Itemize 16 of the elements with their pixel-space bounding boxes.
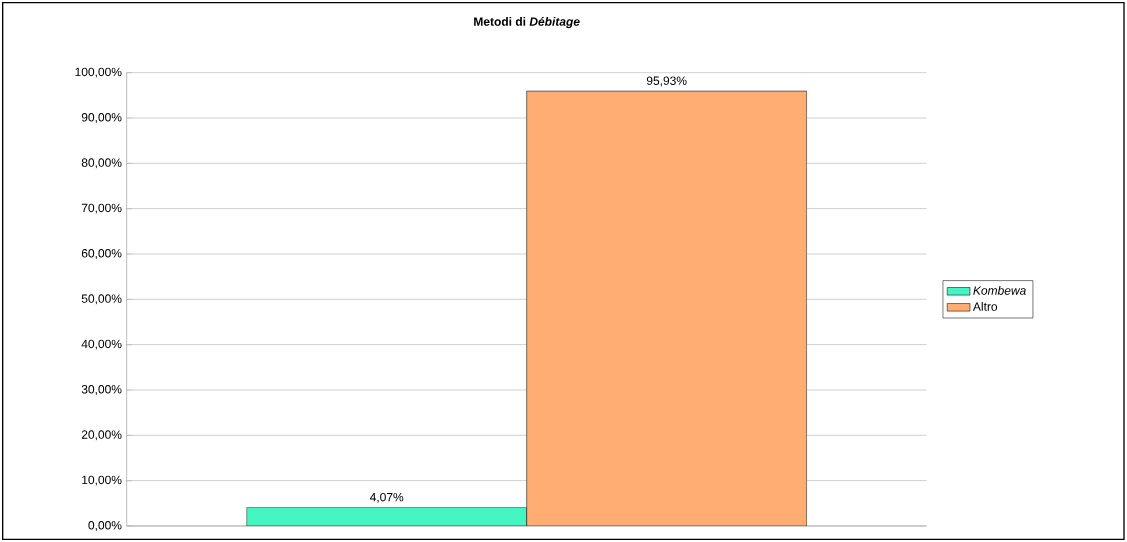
legend-label: Altro [972,301,998,311]
y-tick-label: 50,00% [81,294,122,305]
y-tick-label: 60,00% [81,249,122,259]
chart-title: Metodi di Débitage [474,16,580,29]
y-tick-label: 70,00% [81,203,122,214]
data-label: 4,07% [369,492,404,503]
y-tick-label: 20,00% [81,430,122,441]
y-tick-label: 100,00% [75,67,122,78]
y-tick-label: 30,00% [81,385,122,395]
y-tick-label: 90,00% [81,113,122,123]
data-label: 95,93% [646,76,687,87]
legend-label: Kombewa [973,285,1026,295]
y-tick-label: 40,00% [81,339,122,350]
y-tick-label: 10,00% [82,475,122,486]
y-tick-label: 0,00% [88,521,122,531]
y-tick-label: 80,00% [81,158,122,169]
